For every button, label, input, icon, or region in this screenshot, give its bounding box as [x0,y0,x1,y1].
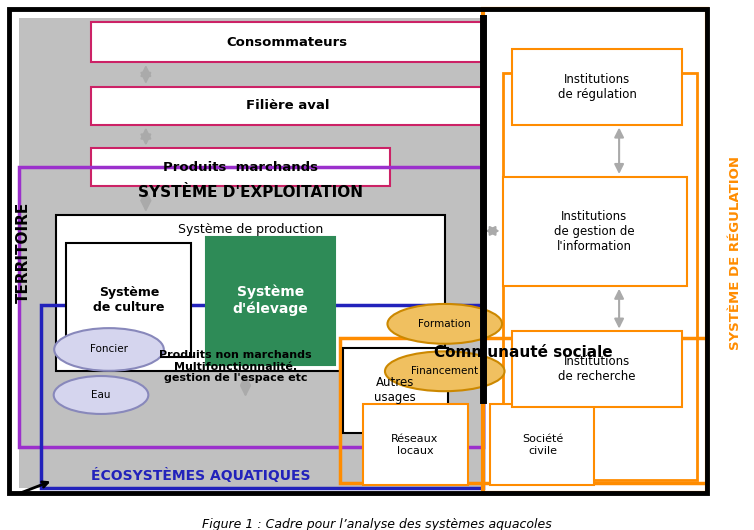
Bar [343,348,448,433]
Bar [206,236,336,365]
Bar [502,73,697,480]
Text: Institutions
de régulation: Institutions de régulation [558,73,636,101]
Bar [41,305,483,488]
Bar [340,338,706,483]
Bar [91,87,485,125]
Text: SYSTÈME D'EXPLOITATION: SYSTÈME D'EXPLOITATION [138,186,363,200]
Text: TERRITOIRE: TERRITOIRE [16,202,31,303]
Bar [66,243,191,357]
Text: Réseaux
locaux: Réseaux locaux [391,435,439,456]
Text: Système
de culture: Système de culture [93,286,164,314]
Text: Autres
usages: Autres usages [374,376,415,404]
Text: Société
civile: Société civile [522,435,563,456]
Text: Filière aval: Filière aval [246,99,329,112]
Text: Financement: Financement [411,366,478,376]
Bar [489,404,594,485]
Text: Eau: Eau [91,390,111,400]
Bar [483,9,706,493]
Text: Système de production: Système de production [178,223,323,235]
Ellipse shape [54,376,149,414]
Bar [502,177,687,286]
Text: Formation: Formation [418,319,471,329]
Bar [513,331,682,408]
Text: Institutions
de recherche: Institutions de recherche [559,356,636,383]
Text: Communauté sociale: Communauté sociale [434,345,613,360]
Text: Consommateurs: Consommateurs [227,36,348,49]
Bar [20,167,483,447]
Text: Foncier: Foncier [90,344,128,355]
Bar [91,148,390,187]
Ellipse shape [54,328,164,371]
Text: Produits non marchands
Multifonctionnalité,
gestion de l'espace etc: Produits non marchands Multifonctionnali… [159,350,312,383]
Text: Système
d'élevage: Système d'élevage [232,285,308,316]
Text: Figure 1 : Cadre pour l’analyse des systèmes aquacoles: Figure 1 : Cadre pour l’analyse des syst… [202,518,552,530]
Ellipse shape [388,304,502,344]
Bar [91,22,485,62]
Text: Institutions
de gestion de
l'information: Institutions de gestion de l'information [554,210,635,253]
Text: SYSTÈME DE RÉGULATION: SYSTÈME DE RÉGULATION [729,156,742,350]
Bar [57,215,445,372]
Ellipse shape [385,351,504,391]
Bar [363,404,467,485]
Bar [20,19,483,488]
Bar [513,49,682,125]
Text: ÉCOSYSTÈMES AQUATIQUES: ÉCOSYSTÈMES AQUATIQUES [91,468,311,483]
Text: Produits  marchands: Produits marchands [163,161,318,174]
